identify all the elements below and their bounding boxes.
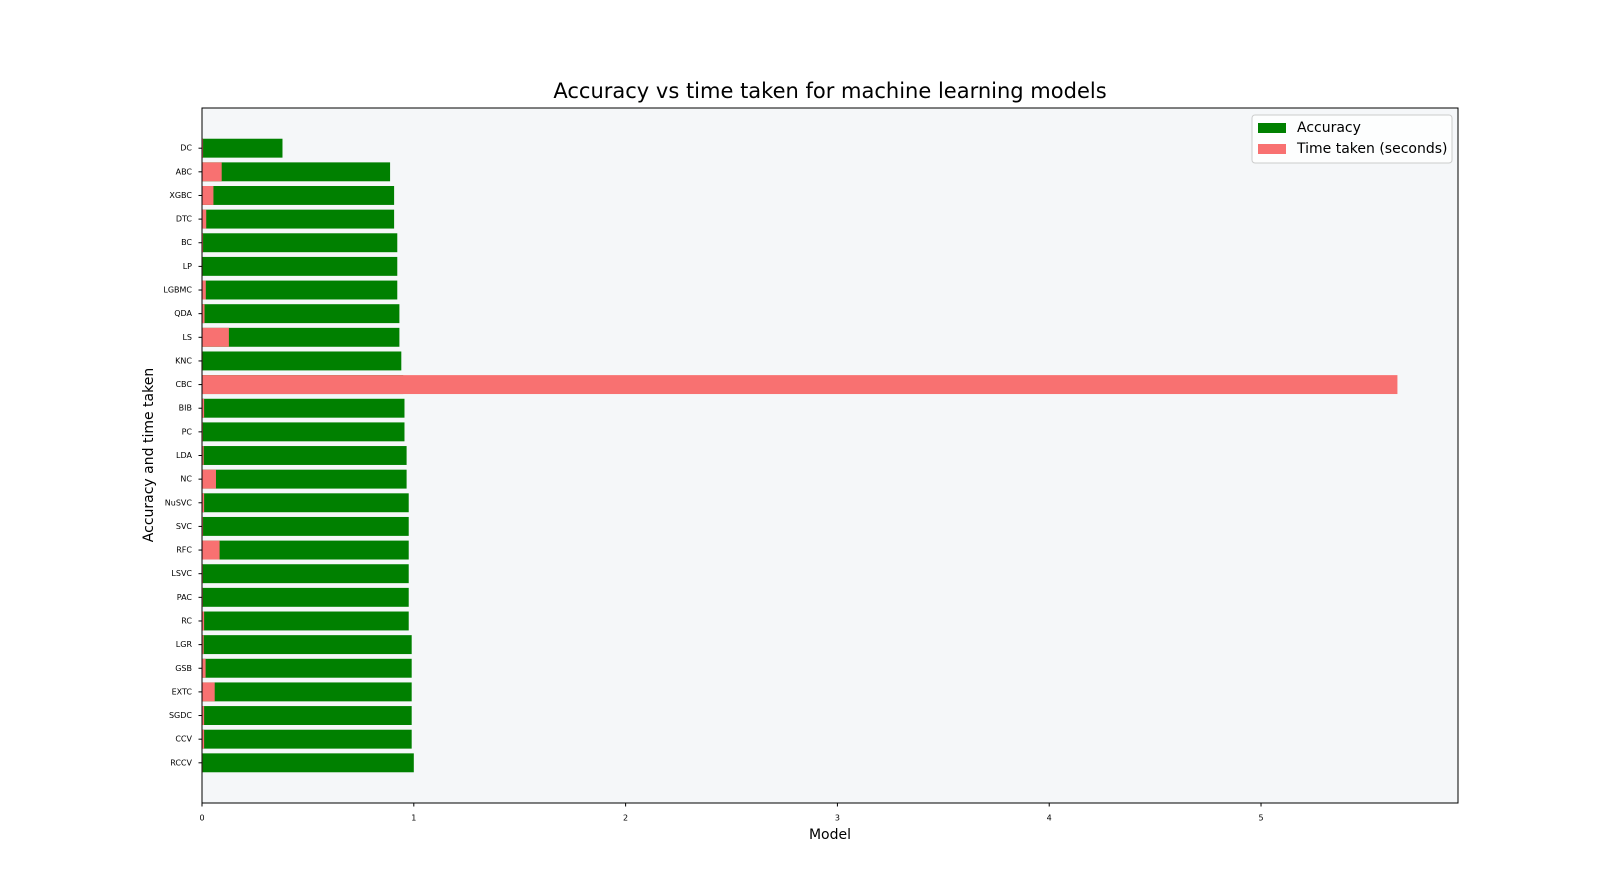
y-tick-label: LS bbox=[182, 333, 192, 342]
bar bbox=[202, 233, 398, 253]
chart-title: Accuracy vs time taken for machine learn… bbox=[553, 79, 1106, 103]
y-tick-label: NC bbox=[180, 475, 192, 484]
bar bbox=[202, 706, 412, 725]
bar bbox=[202, 398, 205, 418]
y-tick-label: QDA bbox=[174, 309, 192, 318]
y-tick-label: CCV bbox=[175, 735, 192, 744]
y-tick-label: RCCV bbox=[170, 758, 192, 767]
bar bbox=[202, 516, 204, 536]
bar bbox=[202, 540, 220, 560]
bar bbox=[202, 729, 205, 749]
bar bbox=[202, 233, 204, 253]
y-tick-label: PAC bbox=[177, 593, 193, 602]
bar bbox=[202, 611, 205, 631]
y-tick-label: BC bbox=[181, 238, 192, 247]
bar bbox=[202, 209, 207, 229]
bar bbox=[202, 304, 400, 324]
bar bbox=[202, 446, 204, 465]
y-tick-label: SVC bbox=[176, 522, 193, 531]
bar bbox=[202, 446, 407, 465]
bar bbox=[202, 564, 409, 584]
bar bbox=[202, 587, 409, 607]
bar bbox=[202, 635, 204, 655]
y-tick-label: PC bbox=[182, 427, 193, 436]
y-tick-label: LGR bbox=[176, 640, 193, 649]
bar bbox=[202, 256, 398, 276]
y-tick-label: SGDC bbox=[169, 711, 192, 720]
bar bbox=[202, 493, 205, 513]
y-tick-label: RFC bbox=[176, 546, 192, 555]
bar bbox=[202, 209, 395, 229]
y-tick-label: KNC bbox=[175, 356, 192, 365]
y-tick-label: NuSVC bbox=[165, 498, 193, 507]
legend-swatch bbox=[1258, 144, 1286, 154]
x-axis-label: Model bbox=[809, 827, 851, 843]
bar bbox=[202, 327, 400, 347]
x-tick-label: 2 bbox=[623, 814, 628, 823]
bar bbox=[202, 351, 402, 371]
bar bbox=[202, 304, 205, 324]
y-tick-label: BIB bbox=[179, 404, 192, 413]
bar bbox=[202, 516, 409, 536]
bar bbox=[202, 138, 283, 158]
bar bbox=[202, 682, 412, 702]
bar bbox=[202, 327, 229, 347]
y-tick-label: LDA bbox=[176, 451, 192, 460]
bar bbox=[202, 658, 206, 678]
y-axis-label: Accuracy and time taken bbox=[141, 368, 157, 542]
bar bbox=[202, 162, 222, 182]
x-tick-label: 5 bbox=[1258, 814, 1263, 823]
y-tick-label: GSB bbox=[175, 664, 192, 673]
y-tick-label: DC bbox=[180, 144, 192, 153]
bar bbox=[202, 138, 204, 158]
bar bbox=[202, 280, 206, 300]
y-tick-label: RC bbox=[181, 616, 192, 625]
y-tick-label: XGBC bbox=[169, 191, 192, 200]
y-tick-label: CBC bbox=[175, 380, 192, 389]
y-tick-label: DTC bbox=[176, 215, 193, 224]
legend: Accuracy Time taken (seconds) bbox=[1251, 114, 1453, 164]
legend-label: Accuracy bbox=[1297, 120, 1361, 136]
y-tick-label: LGBMC bbox=[163, 286, 192, 295]
bar bbox=[202, 753, 414, 773]
x-tick-label: 0 bbox=[199, 814, 204, 823]
plot-frame bbox=[201, 107, 1459, 804]
bar bbox=[202, 280, 398, 300]
y-tick-label: LSVC bbox=[171, 569, 192, 578]
bar bbox=[202, 493, 409, 513]
legend-swatch bbox=[1258, 123, 1286, 133]
bar bbox=[202, 469, 407, 489]
bar bbox=[202, 540, 409, 560]
bar bbox=[202, 469, 216, 489]
bar bbox=[202, 375, 1398, 395]
bar bbox=[202, 706, 205, 725]
x-tick-label: 1 bbox=[411, 814, 416, 823]
bar bbox=[202, 611, 409, 631]
y-tick-label: EXTC bbox=[172, 687, 193, 696]
y-tick-label: ABC bbox=[176, 167, 193, 176]
bar bbox=[202, 682, 215, 702]
bar bbox=[202, 729, 412, 749]
bar bbox=[202, 398, 405, 418]
legend-frame bbox=[1251, 114, 1453, 164]
bar bbox=[202, 162, 391, 182]
bar bbox=[202, 186, 395, 205]
legend-label: Time taken (seconds) bbox=[1296, 141, 1447, 157]
y-tick-label: LP bbox=[183, 262, 192, 271]
x-tick-label: 4 bbox=[1047, 814, 1052, 823]
bar bbox=[202, 422, 405, 442]
bar bbox=[202, 186, 214, 205]
x-tick-label: 3 bbox=[835, 814, 840, 823]
bar bbox=[202, 635, 412, 655]
bar bbox=[202, 658, 412, 678]
